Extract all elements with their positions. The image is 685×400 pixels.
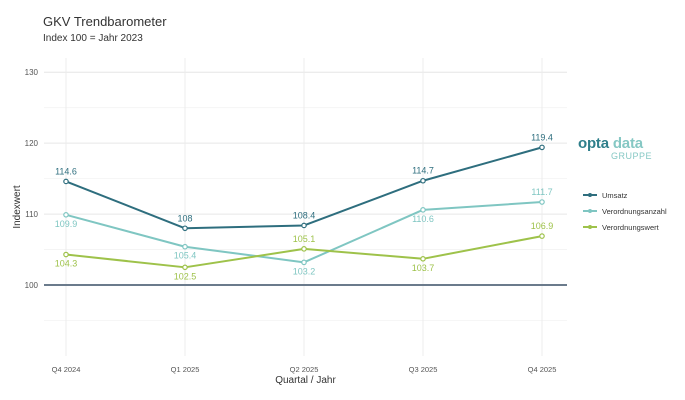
legend-item: Verordnungswert (583, 219, 667, 235)
data-point (420, 177, 426, 184)
legend-item: Umsatz (583, 187, 667, 203)
data-point (539, 144, 545, 151)
data-label: 106.9 (531, 221, 554, 231)
data-point (182, 264, 188, 271)
legend-label: Verordnungsanzahl (602, 206, 667, 216)
data-point (301, 222, 307, 229)
y-tick-label: 100 (25, 281, 39, 290)
legend-key (583, 207, 597, 215)
data-label: 105.4 (174, 251, 197, 261)
data-label: 105.1 (293, 234, 316, 244)
data-point (182, 225, 188, 232)
data-label: 114.7 (412, 166, 434, 176)
x-tick-label: Q2 2025 (290, 365, 319, 374)
opta-data-logo: opta data GRUPPE (578, 136, 678, 166)
data-point (182, 243, 188, 250)
data-label: 103.7 (412, 263, 435, 273)
data-label: 110.6 (412, 214, 434, 224)
data-label: 109.9 (55, 219, 78, 229)
data-point (420, 255, 426, 262)
chart-title: GKV Trendbarometer (43, 14, 167, 29)
legend-label: Verordnungswert (602, 222, 659, 232)
data-label: 103.2 (293, 266, 316, 276)
y-tick-label: 120 (25, 139, 39, 148)
y-tick-label: 130 (25, 68, 39, 77)
data-label: 114.6 (55, 166, 77, 176)
legend-label: Umsatz (602, 190, 628, 200)
legend-item: Verordnungsanzahl (583, 203, 667, 219)
legend-key (583, 223, 597, 231)
x-axis-title: Quartal / Jahr (275, 375, 336, 386)
chart-subtitle: Index 100 = Jahr 2023 (43, 33, 143, 44)
legend-key (583, 191, 597, 199)
data-label: 102.5 (174, 271, 197, 281)
data-point (539, 199, 545, 205)
legend-key-point (588, 209, 592, 213)
x-tick-label: Q4 2024 (52, 365, 81, 374)
data-label: 104.3 (55, 259, 78, 269)
data-point (63, 251, 69, 258)
chart-legend: Umsatz Verordnungsanzahl Verordnungswert (583, 187, 667, 235)
legend-key-point (588, 193, 592, 197)
data-point (301, 259, 307, 266)
logo-word-data: data (612, 135, 643, 152)
data-point (420, 207, 426, 213)
logo-word-opta: opta (578, 135, 609, 152)
x-tick-label: Q4 2025 (528, 365, 557, 374)
data-point (63, 178, 69, 185)
data-point (539, 233, 545, 239)
data-label: 108.4 (293, 210, 316, 220)
data-label: 119.4 (531, 132, 553, 142)
logo-word-gruppe: GRUPPE (611, 151, 653, 161)
data-label: 108 (177, 213, 192, 223)
legend-key-point (588, 225, 592, 229)
x-tick-label: Q3 2025 (409, 365, 438, 374)
y-axis-title: Indexwert (12, 185, 23, 229)
x-tick-label: Q1 2025 (171, 365, 200, 374)
y-tick-label: 110 (25, 210, 38, 219)
data-label: 111.7 (531, 187, 552, 197)
data-point (63, 212, 69, 218)
data-point (301, 246, 307, 252)
